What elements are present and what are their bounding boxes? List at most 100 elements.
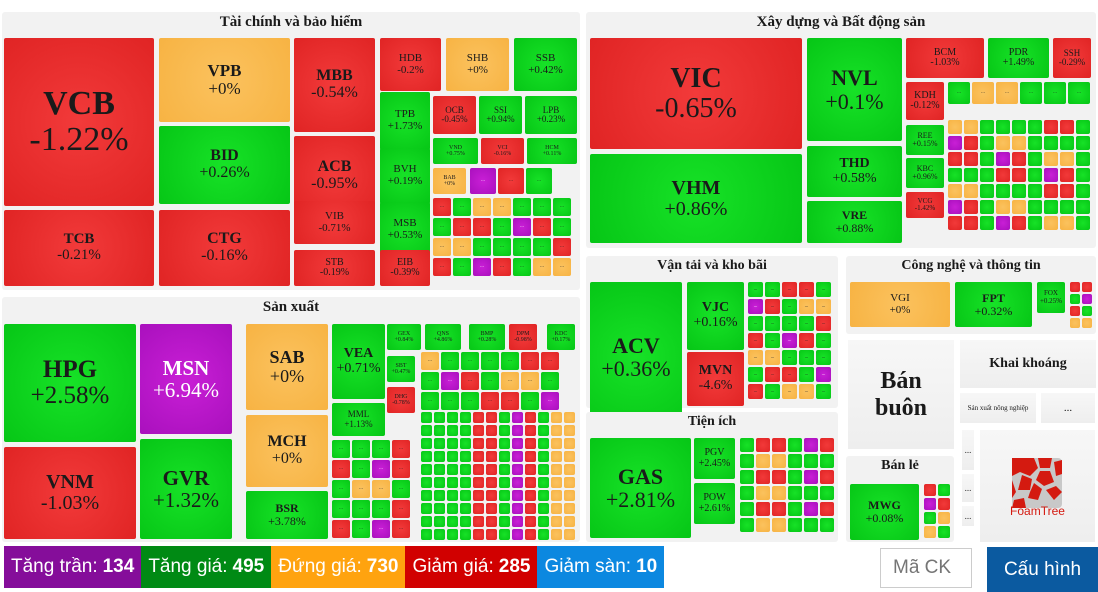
realestate-other-tile[interactable] [1044,136,1058,150]
transport-other-tile[interactable]: ... [816,299,831,314]
manufacturing-other-tile[interactable]: ... [352,520,370,538]
manufacturing-other-tile[interactable]: ... [541,352,559,370]
stock-code-search-input[interactable] [880,548,972,588]
realestate-other-tile[interactable] [948,216,962,230]
realestate-other-tile[interactable] [1028,120,1042,134]
realestate-other-tile[interactable] [1028,200,1042,214]
stat-up[interactable]: Tăng giá: 495 [141,546,272,588]
stock-tile-shb[interactable]: SHB +0% [446,38,509,91]
stock-tile-thd[interactable]: THD +0.58% [807,146,902,197]
manufacturing-other-tile[interactable] [460,503,471,514]
realestate-other-tile[interactable] [1076,200,1090,214]
stock-tile-kbc[interactable]: KBC +0.96% [906,158,944,188]
utilities-other-tile[interactable] [804,454,818,468]
finance-other-tile[interactable]: ... [493,238,511,256]
manufacturing-other-tile[interactable] [538,425,549,436]
manufacturing-other-tile[interactable] [434,438,445,449]
stock-tile-ree[interactable]: REE +0.15% [906,125,944,155]
utilities-other-tile[interactable] [804,470,818,484]
stock-tile-fox[interactable]: FOX +0.25% [1037,282,1065,313]
manufacturing-other-tile[interactable]: ... [392,500,410,518]
transport-other-tile[interactable]: ... [799,367,814,382]
stock-tile-nvl[interactable]: NVL +0.1% [807,38,902,141]
stock-tile-acv[interactable]: ACV +0.36% [590,282,682,432]
utilities-other-tile[interactable] [804,518,818,532]
finance-other-tile[interactable]: ... [553,198,571,216]
manufacturing-other-tile[interactable] [434,529,445,540]
manufacturing-other-tile[interactable] [460,490,471,501]
manufacturing-other-tile[interactable] [538,438,549,449]
stock-tile-mwg[interactable]: MWG +0.08% [850,484,919,540]
realestate-other-tile[interactable] [980,120,994,134]
utilities-other-tile[interactable] [788,486,802,500]
tech-other-tile[interactable] [1070,306,1080,316]
realestate-other-tile[interactable] [1012,152,1026,166]
stock-tile-mml[interactable]: MML +1.13% [332,403,385,436]
manufacturing-other-tile[interactable] [447,490,458,501]
transport-other-tile[interactable]: ... [799,350,814,365]
stat-down[interactable]: Giảm giá: 285 [405,546,538,588]
utilities-other-tile[interactable] [820,438,834,452]
manufacturing-other-tile[interactable]: ... [372,520,390,538]
stat-floor[interactable]: Giảm sàn: 10 [537,546,665,588]
realestate-other-tile[interactable] [1012,216,1026,230]
manufacturing-other-tile[interactable] [421,490,432,501]
stock-tile-vhm[interactable]: VHM +0.86% [590,154,802,243]
utilities-other-tile[interactable] [740,454,754,468]
transport-other-tile[interactable]: ... [782,316,797,331]
manufacturing-other-tile[interactable]: ... [332,520,350,538]
manufacturing-other-tile[interactable] [551,464,562,475]
manufacturing-other-tile[interactable] [551,438,562,449]
stock-tile-ssi[interactable]: SSI +0.94% [479,96,522,134]
manufacturing-other-tile[interactable] [512,451,523,462]
manufacturing-other-tile[interactable] [512,529,523,540]
manufacturing-other-tile[interactable] [564,438,575,449]
realestate-other-tile[interactable] [980,152,994,166]
manufacturing-other-tile[interactable] [421,412,432,423]
realestate-other-tile[interactable] [1028,152,1042,166]
manufacturing-other-tile[interactable] [499,529,510,540]
finance-other-tile[interactable]: ... [453,238,471,256]
stock-tile-msb[interactable]: MSB +0.53% [380,202,430,258]
stat-flat[interactable]: Đứng giá: 730 [271,546,406,588]
manufacturing-other-tile[interactable] [460,412,471,423]
manufacturing-other-tile[interactable] [564,516,575,527]
utilities-other-tile[interactable] [820,486,834,500]
manufacturing-other-tile[interactable] [473,503,484,514]
utilities-other-tile[interactable] [788,470,802,484]
stock-tile-ctg[interactable]: CTG -0.16% [159,210,290,286]
transport-other-tile[interactable]: ... [765,333,780,348]
manufacturing-other-tile[interactable] [525,516,536,527]
manufacturing-other-tile[interactable]: ... [441,372,459,390]
manufacturing-other-tile[interactable] [486,490,497,501]
manufacturing-other-tile[interactable] [499,503,510,514]
manufacturing-other-tile[interactable] [486,425,497,436]
manufacturing-other-tile[interactable] [564,451,575,462]
realestate-other-tile[interactable] [980,168,994,182]
manufacturing-other-tile[interactable]: ... [332,440,350,458]
utilities-other-tile[interactable] [788,438,802,452]
manufacturing-other-tile[interactable] [499,451,510,462]
utilities-other-tile[interactable] [756,454,770,468]
manufacturing-other-tile[interactable] [421,529,432,540]
finance-other-tile[interactable]: ... [493,218,511,236]
manufacturing-other-tile[interactable] [486,516,497,527]
finance-other-tile[interactable]: ... [553,218,571,236]
retail-other-tile[interactable] [924,484,936,496]
manufacturing-other-tile[interactable] [564,477,575,488]
transport-other-tile[interactable]: ... [782,333,797,348]
realestate-other-tile[interactable] [1060,168,1074,182]
stock-tile-vpb[interactable]: VPB +0% [159,38,290,122]
manufacturing-other-tile[interactable] [512,516,523,527]
transport-other-tile[interactable]: ... [816,350,831,365]
manufacturing-other-tile[interactable] [499,477,510,488]
realestate-other-tile[interactable] [1028,168,1042,182]
manufacturing-other-tile[interactable]: ... [501,392,519,410]
utilities-other-tile[interactable] [740,518,754,532]
manufacturing-other-tile[interactable] [512,490,523,501]
manufacturing-other-tile[interactable] [512,464,523,475]
manufacturing-other-tile[interactable]: ... [521,372,539,390]
manufacturing-other-tile[interactable] [499,425,510,436]
stock-tile-mch[interactable]: MCH +0% [246,415,328,487]
transport-other-tile[interactable]: ... [816,333,831,348]
